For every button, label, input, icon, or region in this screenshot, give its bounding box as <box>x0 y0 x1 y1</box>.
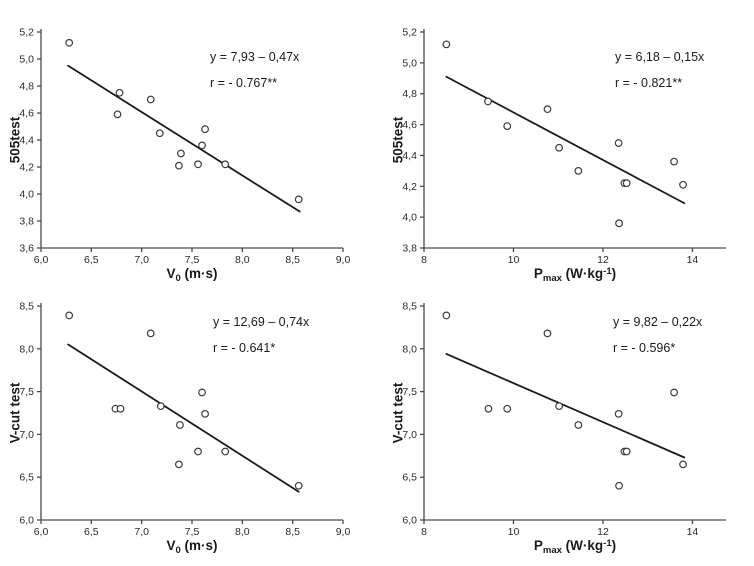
svg-text:6,5: 6,5 <box>84 526 99 538</box>
y-axis-label: 505test <box>390 116 406 164</box>
correlation-coefficient: r = - 0.596* <box>613 340 676 355</box>
svg-text:3,8: 3,8 <box>19 216 34 228</box>
annotation-block: y = 9,82 – 0,22x r = - 0.596* <box>613 315 703 356</box>
svg-text:7,5: 7,5 <box>402 386 417 398</box>
svg-text:4,6: 4,6 <box>402 119 417 131</box>
correlation-coefficient: r = - 0.641* <box>213 340 276 355</box>
svg-text:4,6: 4,6 <box>19 108 34 120</box>
correlation-coefficient: r = - 0.767** <box>210 75 278 90</box>
scatter-plot: 6,0 6,5 7,0 7,5 8,0 8,5 8 10 12 14 <box>402 301 726 538</box>
svg-text:4,8: 4,8 <box>19 81 34 93</box>
x-axis-label-sup: -1 <box>603 538 612 549</box>
x-axis-label-base: P <box>533 538 543 553</box>
svg-text:6,0: 6,0 <box>34 526 49 538</box>
x-axis-label-unit: (W·kg <box>561 266 604 281</box>
x-axis-label-unit-close: ) <box>611 266 617 281</box>
x-axis-label: V0 (m·s) <box>41 538 343 556</box>
svg-text:8,5: 8,5 <box>402 301 417 313</box>
svg-text:5,2: 5,2 <box>19 27 34 39</box>
svg-text:14: 14 <box>687 254 699 266</box>
svg-text:8: 8 <box>421 254 427 266</box>
svg-text:8: 8 <box>421 526 427 538</box>
svg-text:7,0: 7,0 <box>19 429 34 441</box>
svg-text:7,0: 7,0 <box>134 526 149 538</box>
x-axis-label-sub: max <box>542 273 562 284</box>
svg-text:6,5: 6,5 <box>84 254 99 266</box>
svg-text:4,4: 4,4 <box>402 150 417 162</box>
x-axis-label-sup: -1 <box>603 266 612 277</box>
svg-text:8,0: 8,0 <box>235 254 250 266</box>
y-axis-label: V-cut test <box>390 382 406 444</box>
svg-text:8,5: 8,5 <box>285 526 300 538</box>
svg-text:6,0: 6,0 <box>402 515 417 527</box>
svg-text:7,0: 7,0 <box>402 429 417 441</box>
svg-text:12: 12 <box>597 254 609 266</box>
x-axis-label-unit: (W·kg <box>561 538 604 553</box>
svg-text:8,0: 8,0 <box>235 526 250 538</box>
svg-text:8,5: 8,5 <box>19 301 34 313</box>
svg-text:8,5: 8,5 <box>285 254 300 266</box>
x-axis-label: V0 (m·s) <box>41 266 343 284</box>
svg-text:3,8: 3,8 <box>402 243 417 255</box>
svg-text:9,0: 9,0 <box>336 254 351 266</box>
svg-text:5,0: 5,0 <box>19 54 34 66</box>
svg-text:6,5: 6,5 <box>19 472 34 484</box>
svg-text:4,2: 4,2 <box>19 162 34 174</box>
svg-text:3,6: 3,6 <box>19 243 34 255</box>
panel-505test-vs-pmax: 3,8 4,0 4,2 4,4 4,6 4,8 5,0 5,2 8 10 12 14 505test … <box>377 0 754 284</box>
svg-text:6,0: 6,0 <box>19 515 34 527</box>
svg-text:4,0: 4,0 <box>402 212 417 224</box>
svg-text:9,0: 9,0 <box>336 526 351 538</box>
regression-equation: y = 7,93 – 0,47x <box>210 50 300 64</box>
panel-vcut-vs-v0: 6,0 6,5 7,0 7,5 8,0 8,5 6,0 6,5 7,0 7,5 8,0 8,5 9,0 … <box>0 283 377 566</box>
scatter-plot: 6,0 6,5 7,0 7,5 8,0 8,5 6,0 6,5 7,0 7,5 8,0 8,5 9,0 <box>19 301 351 539</box>
x-axis-label-base: P <box>533 266 543 281</box>
svg-text:6,5: 6,5 <box>402 472 417 484</box>
regression-equation: y = 6,18 – 0,15x <box>615 50 705 64</box>
y-axis-label: V-cut test <box>7 382 23 444</box>
x-axis-label-unit: (m·s) <box>180 538 218 553</box>
x-axis-label: Pmax (W·kg-1) <box>424 538 726 556</box>
x-axis-label: Pmax (W·kg-1) <box>424 266 726 284</box>
annotation-block: y = 12,69 – 0,74x r = - 0.641* <box>213 315 310 356</box>
annotation-block: y = 6,18 – 0,15x r = - 0.821** <box>615 50 705 91</box>
scatter-plot: 3,8 4,0 4,2 4,4 4,6 4,8 5,0 5,2 8 10 12 14 <box>402 27 726 266</box>
x-axis-label-sub: 0 <box>175 273 181 284</box>
svg-text:6,0: 6,0 <box>34 254 49 266</box>
y-axis-label: 505test <box>7 116 23 164</box>
svg-text:10: 10 <box>508 254 520 266</box>
svg-text:4,0: 4,0 <box>19 189 34 201</box>
svg-text:5,0: 5,0 <box>402 57 417 69</box>
svg-text:7,5: 7,5 <box>185 526 200 538</box>
svg-text:8,0: 8,0 <box>402 343 417 355</box>
svg-text:4,2: 4,2 <box>402 181 417 193</box>
x-axis-label-sub: 0 <box>175 545 181 556</box>
annotation-block: y = 7,93 – 0,47x r = - 0.767** <box>210 50 300 91</box>
svg-text:8,0: 8,0 <box>19 343 34 355</box>
svg-text:14: 14 <box>687 526 699 538</box>
x-axis-label-sub: max <box>542 545 562 556</box>
x-axis-label-unit-close: ) <box>611 538 617 553</box>
regression-equation: y = 9,82 – 0,22x <box>613 315 703 329</box>
correlation-coefficient: r = - 0.821** <box>615 75 683 90</box>
x-axis-label-base: V <box>166 266 176 281</box>
svg-text:4,4: 4,4 <box>19 135 34 147</box>
scatter-plot: 3,6 3,8 4,0 4,2 4,4 4,6 4,8 5,0 5,2 6,0 6,5 7,0 7,5 8… <box>19 27 351 267</box>
svg-text:5,2: 5,2 <box>402 27 417 39</box>
regression-equation: y = 12,69 – 0,74x <box>213 315 310 329</box>
svg-text:10: 10 <box>508 526 520 538</box>
panel-vcut-vs-pmax: 6,0 6,5 7,0 7,5 8,0 8,5 8 10 12 14 V-cut test Pma… <box>377 283 754 566</box>
x-axis-label-unit: (m·s) <box>180 266 218 281</box>
svg-text:7,5: 7,5 <box>185 254 200 266</box>
x-axis-label-base: V <box>166 538 176 553</box>
svg-text:7,0: 7,0 <box>134 254 149 266</box>
svg-text:7,5: 7,5 <box>19 386 34 398</box>
panel-505test-vs-v0: 3,6 3,8 4,0 4,2 4,4 4,6 4,8 5,0 5,2 6,0 6,5 7,0 7,5 8… <box>0 0 377 285</box>
svg-text:12: 12 <box>597 526 609 538</box>
svg-text:4,8: 4,8 <box>402 88 417 100</box>
